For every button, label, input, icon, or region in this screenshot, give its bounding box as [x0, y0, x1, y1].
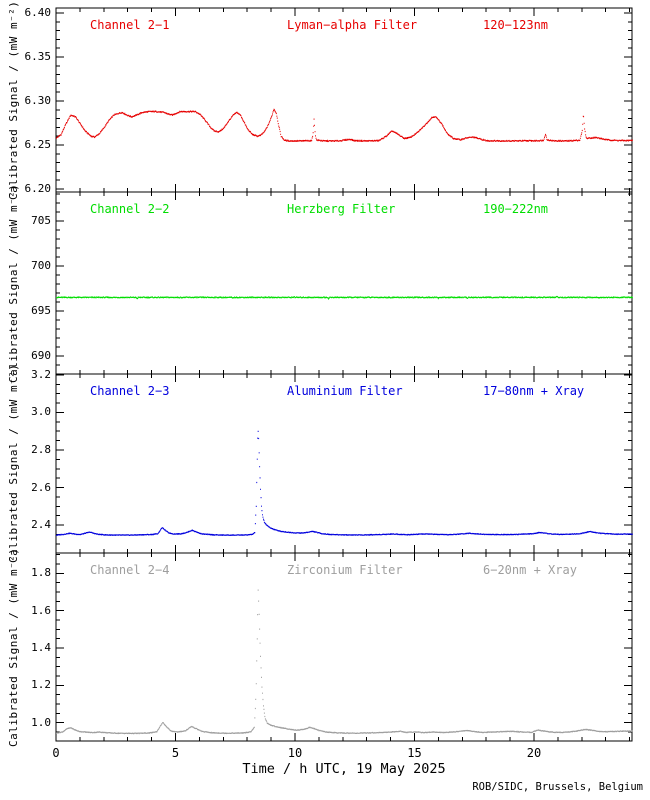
panel1-ytick-6.35: 6.35 — [24, 50, 52, 63]
panel-2-data-series — [56, 295, 633, 300]
panel2-ytick-695: 695 — [31, 303, 51, 317]
panel3-ytick-3.0: 3.0 — [31, 405, 51, 419]
panel1-ytick-6.40: 6.40 — [24, 6, 52, 20]
panel1-filter-label: Lyman−alpha Filter — [287, 18, 418, 32]
panel1-channel-label: Channel 2−1 — [90, 18, 170, 32]
panel3-channel-label: Channel 2−3 — [90, 384, 170, 398]
panel2-channel-label: Channel 2−2 — [90, 202, 170, 216]
panel2-ytick-700: 700 — [31, 258, 51, 272]
panel-1-data-series — [56, 108, 633, 143]
panel2-ytick-690: 690 — [31, 348, 51, 362]
panel3-ytick-2.6: 2.6 — [31, 480, 51, 494]
panel3-ytick-2.4: 2.4 — [31, 518, 51, 531]
credit-text: ROB/SIDC, Brussels, Belgium — [472, 781, 643, 793]
panel4-ytick-1.8: 1.8 — [31, 566, 51, 580]
panel4-ytick-1.0: 1.0 — [31, 715, 51, 729]
xtick-5: 5 — [171, 746, 180, 760]
panel2-range-label: 190−222nm — [483, 202, 549, 216]
panel4-ytick-1.2: 1.2 — [31, 678, 51, 692]
xtick-20: 20 — [526, 746, 542, 760]
panel3-range-label: 17−80nm + Xray — [483, 384, 585, 398]
panel-4-data-series — [56, 589, 633, 735]
panel-1 — [55, 7, 633, 193]
panel3-ytick-3.2: 3.2 — [31, 367, 51, 381]
panel1-ytick-6.30: 6.30 — [24, 94, 52, 107]
panel-3-data-series — [56, 430, 633, 536]
panel4-ytick-1.4: 1.4 — [31, 641, 51, 654]
panel-2 — [55, 191, 633, 375]
panel2-ytick-705: 705 — [31, 213, 51, 227]
panel-3 — [55, 373, 633, 554]
xtick-10: 10 — [287, 746, 303, 760]
panel1-ytick-6.20: 6.20 — [24, 182, 52, 195]
panel2-filter-label: Herzberg Filter — [287, 202, 396, 216]
x-axis-title: Time / h UTC, 19 May 2025 — [242, 761, 446, 777]
xtick-15: 15 — [407, 746, 422, 760]
panel4-channel-label: Channel 2−4 — [90, 563, 170, 577]
panel3-filter-label: Aluminium Filter — [287, 384, 403, 398]
panel4-range-label: 6−20nm + Xray — [483, 563, 577, 577]
panel4-filter-label: Zirconium Filter — [287, 563, 403, 577]
panel1-ytick-6.25: 6.25 — [24, 138, 52, 151]
panel-4 — [55, 552, 633, 742]
xtick-0: 0 — [52, 746, 60, 760]
panel4-ytick-1.6: 1.6 — [31, 603, 51, 617]
panel3-ytick-2.8: 2.8 — [31, 442, 51, 456]
panel1-range-label: 120−123nm — [483, 18, 549, 32]
